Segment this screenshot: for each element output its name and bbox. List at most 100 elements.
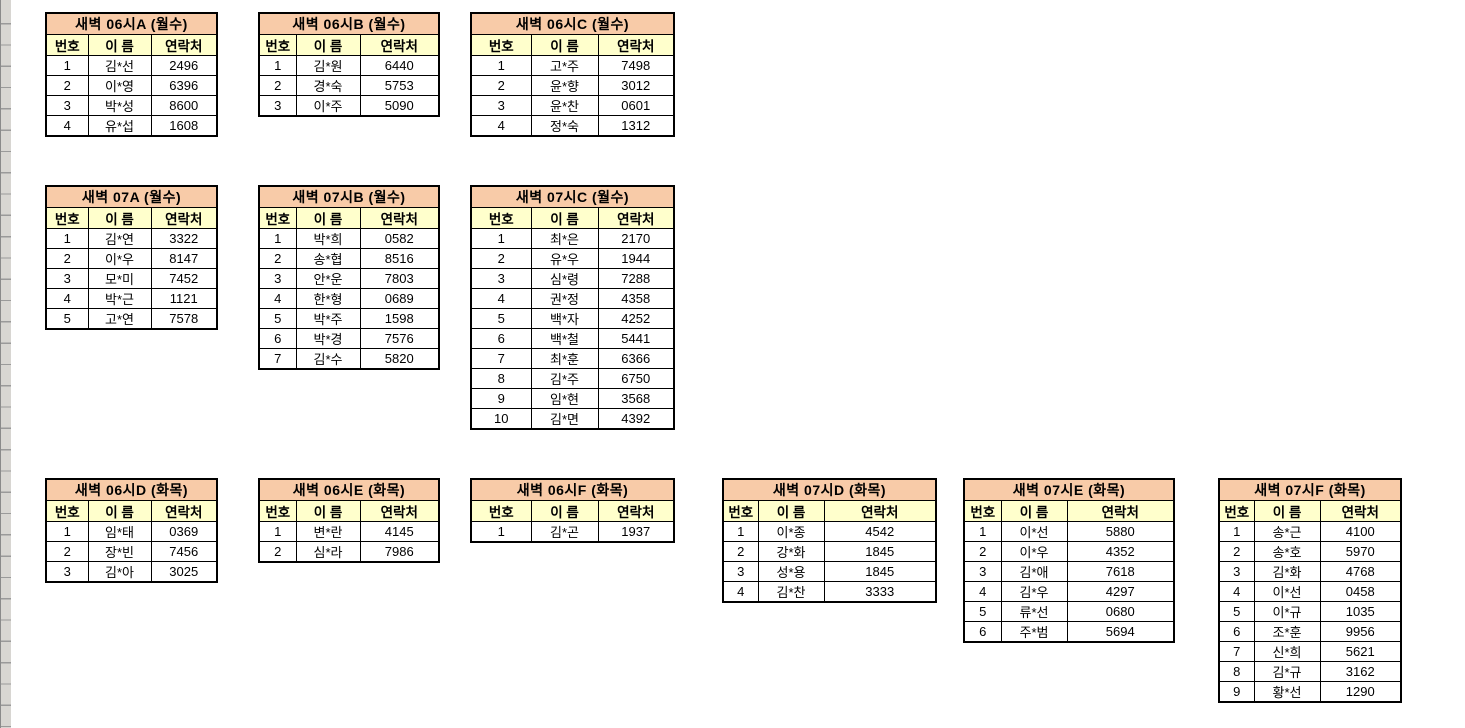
cell-contact[interactable]: 1608 — [150, 115, 218, 137]
cell-name[interactable]: 임*태 — [87, 521, 152, 542]
cell-name[interactable]: 조*훈 — [1253, 621, 1321, 642]
cell-number[interactable]: 4 — [45, 115, 89, 137]
cell-contact[interactable]: 3568 — [597, 388, 675, 409]
cell-contact[interactable]: 8600 — [150, 95, 218, 116]
cell-name[interactable]: 김*원 — [295, 55, 361, 76]
cell-number[interactable]: 5 — [470, 308, 532, 329]
column-header[interactable]: 번호 — [470, 500, 532, 522]
cell-contact[interactable]: 7288 — [597, 268, 675, 289]
cell-number[interactable]: 3 — [45, 268, 89, 289]
cell-name[interactable]: 최*훈 — [530, 348, 599, 369]
cell-name[interactable]: 심*라 — [295, 541, 361, 563]
cell-name[interactable]: 장*빈 — [87, 541, 152, 562]
cell-contact[interactable]: 7803 — [359, 268, 440, 289]
cell-number[interactable]: 6 — [1218, 621, 1255, 642]
cell-name[interactable]: 고*연 — [87, 308, 152, 330]
cell-contact[interactable]: 4145 — [359, 521, 440, 542]
cell-name[interactable]: 김*연 — [87, 228, 152, 249]
cell-number[interactable]: 7 — [1218, 641, 1255, 662]
cell-number[interactable]: 2 — [470, 75, 532, 96]
cell-contact[interactable]: 1312 — [597, 115, 675, 137]
cell-number[interactable]: 4 — [470, 288, 532, 309]
cell-number[interactable]: 1 — [722, 521, 759, 542]
cell-name[interactable]: 이*영 — [87, 75, 152, 96]
cell-contact[interactable]: 1944 — [597, 248, 675, 269]
cell-contact[interactable]: 6440 — [359, 55, 440, 76]
cell-number[interactable]: 2 — [258, 541, 297, 563]
column-header[interactable]: 연락처 — [150, 500, 218, 522]
cell-name[interactable]: 고*주 — [530, 55, 599, 76]
cell-contact[interactable]: 0582 — [359, 228, 440, 249]
cell-contact[interactable]: 2496 — [150, 55, 218, 76]
cell-number[interactable]: 3 — [470, 95, 532, 116]
column-header[interactable]: 이 름 — [87, 500, 152, 522]
cell-number[interactable]: 3 — [722, 561, 759, 582]
cell-name[interactable]: 이*우 — [1000, 541, 1068, 562]
cell-contact[interactable]: 0689 — [359, 288, 440, 309]
cell-contact[interactable]: 7618 — [1066, 561, 1175, 582]
cell-contact[interactable]: 2170 — [597, 228, 675, 249]
cell-number[interactable]: 2 — [258, 248, 297, 269]
cell-contact[interactable]: 3322 — [150, 228, 218, 249]
cell-number[interactable]: 10 — [470, 408, 532, 430]
column-header[interactable]: 번호 — [470, 34, 532, 56]
cell-number[interactable]: 3 — [45, 561, 89, 583]
cell-name[interactable]: 유*우 — [530, 248, 599, 269]
cell-name[interactable]: 백*철 — [530, 328, 599, 349]
table-title[interactable]: 새벽 06시C (월수) — [470, 12, 675, 35]
cell-name[interactable]: 송*호 — [1253, 541, 1321, 562]
cell-name[interactable]: 김*아 — [87, 561, 152, 583]
column-header[interactable]: 번호 — [45, 34, 89, 56]
cell-contact[interactable]: 0458 — [1319, 581, 1402, 602]
column-header[interactable]: 연락처 — [1319, 500, 1402, 522]
column-header[interactable]: 이 름 — [530, 34, 599, 56]
cell-name[interactable]: 윤*향 — [530, 75, 599, 96]
cell-contact[interactable]: 3025 — [150, 561, 218, 583]
table-title[interactable]: 새벽 06시B (월수) — [258, 12, 440, 35]
column-header[interactable]: 연락처 — [597, 207, 675, 229]
cell-number[interactable]: 2 — [470, 248, 532, 269]
cell-contact[interactable]: 1845 — [823, 561, 937, 582]
cell-name[interactable]: 김*우 — [1000, 581, 1068, 602]
cell-number[interactable]: 4 — [45, 288, 89, 309]
table-title[interactable]: 새벽 07시D (화목) — [722, 478, 937, 501]
cell-name[interactable]: 김*찬 — [757, 581, 825, 603]
cell-number[interactable]: 5 — [45, 308, 89, 330]
column-header[interactable]: 이 름 — [1000, 500, 1068, 522]
cell-contact[interactable]: 5694 — [1066, 621, 1175, 643]
cell-number[interactable]: 1 — [470, 228, 532, 249]
column-header[interactable]: 연락처 — [597, 500, 675, 522]
cell-name[interactable]: 김*선 — [87, 55, 152, 76]
cell-number[interactable]: 5 — [963, 601, 1002, 622]
cell-number[interactable]: 3 — [45, 95, 89, 116]
cell-contact[interactable]: 8516 — [359, 248, 440, 269]
cell-name[interactable]: 경*숙 — [295, 75, 361, 96]
table-title[interactable]: 새벽 07시C (월수) — [470, 185, 675, 208]
cell-name[interactable]: 주*범 — [1000, 621, 1068, 643]
cell-name[interactable]: 권*정 — [530, 288, 599, 309]
cell-number[interactable]: 2 — [45, 248, 89, 269]
cell-number[interactable]: 1 — [1218, 521, 1255, 542]
cell-number[interactable]: 4 — [1218, 581, 1255, 602]
cell-name[interactable]: 모*미 — [87, 268, 152, 289]
cell-name[interactable]: 한*형 — [295, 288, 361, 309]
table-title[interactable]: 새벽 06시D (화목) — [45, 478, 218, 501]
column-header[interactable]: 번호 — [963, 500, 1002, 522]
cell-name[interactable]: 이*우 — [87, 248, 152, 269]
cell-contact[interactable]: 5880 — [1066, 521, 1175, 542]
cell-contact[interactable]: 4542 — [823, 521, 937, 542]
column-header[interactable]: 연락처 — [359, 34, 440, 56]
cell-number[interactable]: 1 — [45, 521, 89, 542]
cell-number[interactable]: 2 — [258, 75, 297, 96]
cell-name[interactable]: 이*선 — [1000, 521, 1068, 542]
cell-contact[interactable]: 5090 — [359, 95, 440, 117]
cell-contact[interactable]: 6366 — [597, 348, 675, 369]
column-header[interactable]: 번호 — [45, 207, 89, 229]
cell-contact[interactable]: 9956 — [1319, 621, 1402, 642]
cell-contact[interactable]: 5970 — [1319, 541, 1402, 562]
cell-contact[interactable]: 0680 — [1066, 601, 1175, 622]
column-header[interactable]: 이 름 — [295, 34, 361, 56]
cell-number[interactable]: 2 — [963, 541, 1002, 562]
cell-contact[interactable]: 1598 — [359, 308, 440, 329]
cell-name[interactable]: 이*선 — [1253, 581, 1321, 602]
